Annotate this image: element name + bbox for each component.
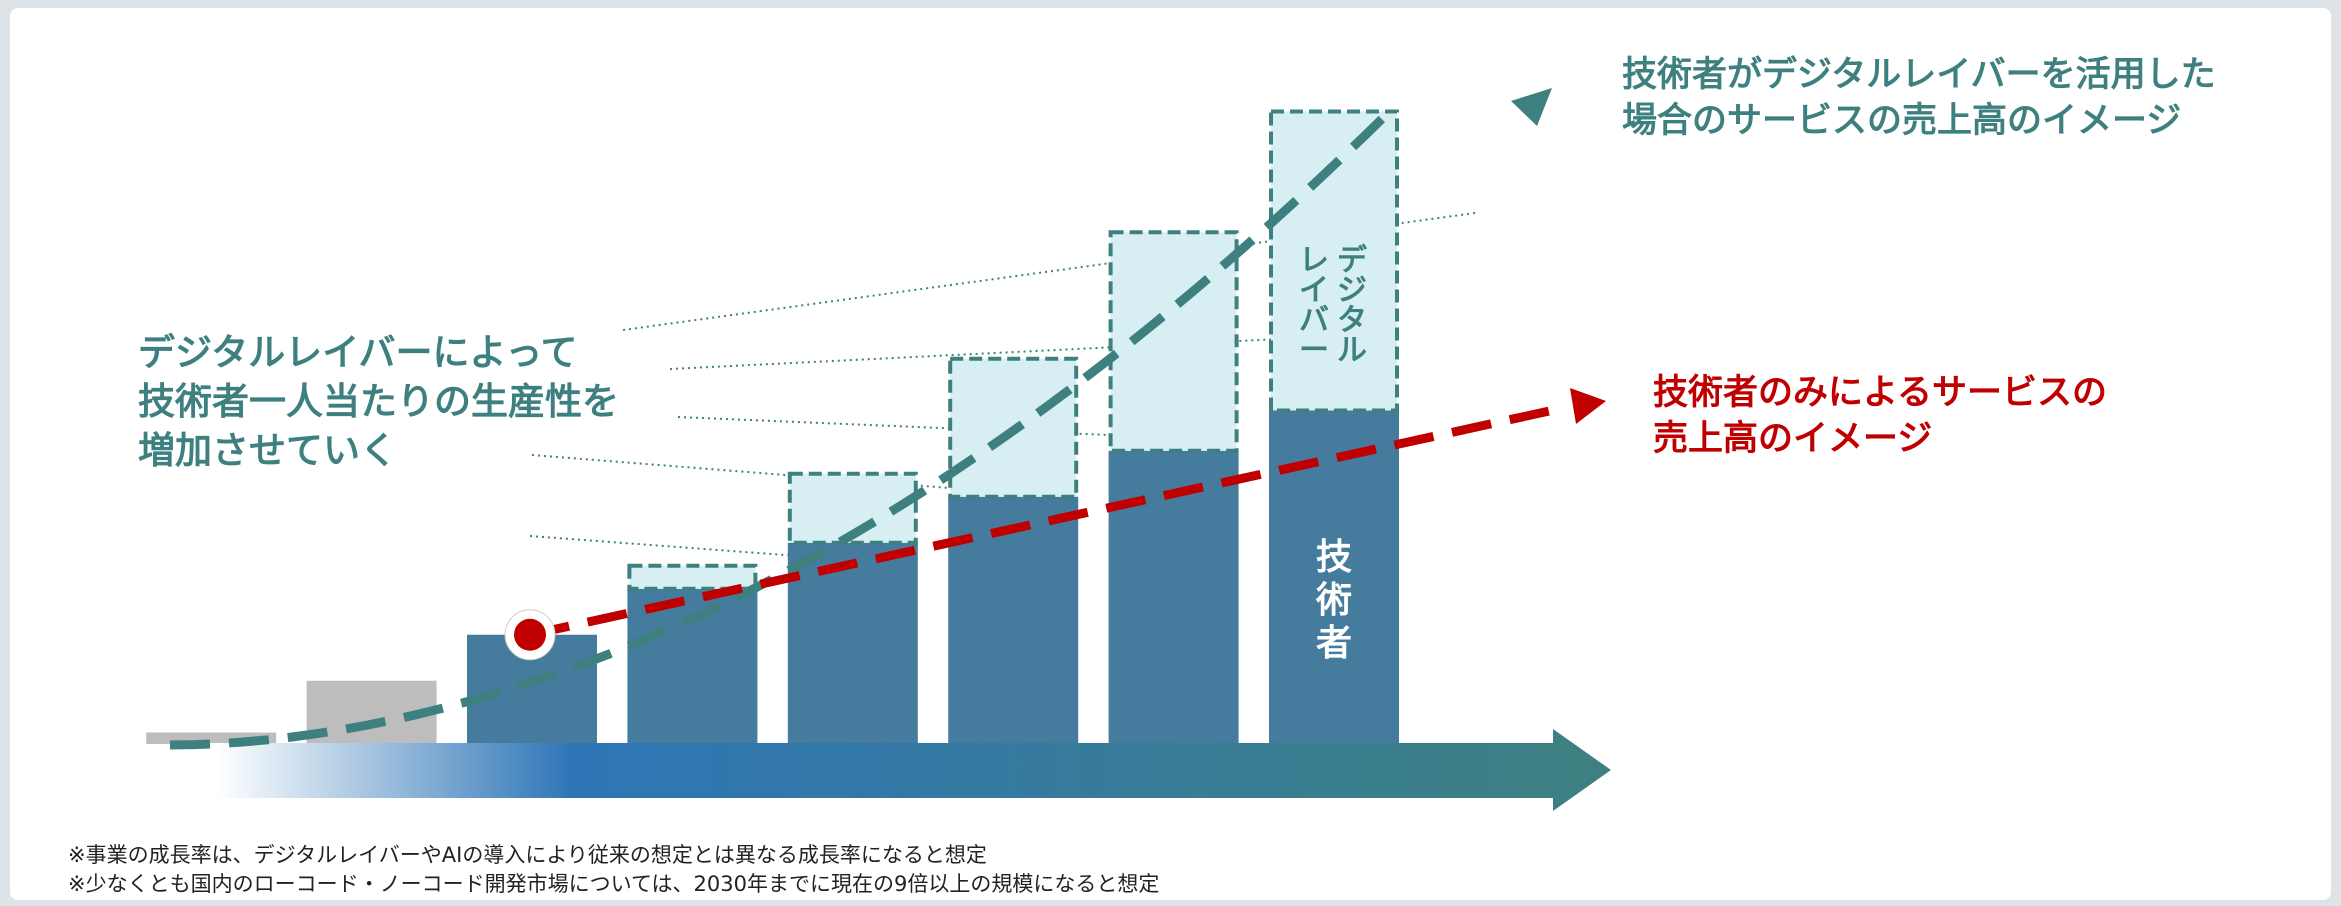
callout-line: 技術者がデジタルレイバーを活用した <box>1622 55 2216 95</box>
branch-point-marker <box>514 618 546 651</box>
leader-line <box>669 336 1321 370</box>
digital-labor-label-char: レ <box>1299 243 1329 278</box>
callout-engineer-only: 技術者のみによるサービスの 売上高のイメージ <box>1653 370 2107 462</box>
callout-line: 売上高のイメージ <box>1653 419 1933 460</box>
engineer-label-char: 術 <box>1315 580 1352 621</box>
footnotes: ※事業の成長率は、デジタルレイバーやAIの導入により従来の想定とは異なる成長率に… <box>68 841 1159 898</box>
engineer-bar <box>948 496 1079 744</box>
callout-line: 増加させていく <box>138 428 397 472</box>
engineer-label-char: 技 <box>1316 537 1352 578</box>
time-axis <box>188 729 1611 811</box>
past-bar <box>146 732 277 744</box>
digital-labor-bar <box>1108 230 1239 453</box>
leader-line <box>531 454 976 491</box>
leader-line <box>677 416 1159 438</box>
callout-digital-labor: 技術者がデジタルレイバーを活用した 場合のサービスの売上高のイメージ <box>1622 52 2216 144</box>
engineer-only-line-arrowhead <box>1570 388 1606 424</box>
digital-labor-curve <box>169 107 1394 750</box>
digital-labor-bar <box>1269 109 1399 413</box>
engineer-label-char: 者 <box>1316 623 1352 664</box>
digital-labor-label-char: イ <box>1299 273 1329 308</box>
digital-labor-label-char: デ <box>1337 243 1368 278</box>
digital-labor-label-char: ジ <box>1337 273 1367 308</box>
slide-card: デジタル レイバー技術者 技術者がデジタルレイバーを活用した 場合のサービスの売上… <box>10 8 2331 900</box>
callout-line: デジタルレイバーによって <box>138 331 578 374</box>
digital-labor-label-char: バ <box>1299 303 1329 338</box>
footnote-lowcode-market: ※少なくとも国内のローコード・ノーコード開発市場については、2030年までに現在… <box>68 871 1160 896</box>
callout-line: 場合のサービスの売上高のイメージ <box>1622 101 2182 142</box>
digital-labor-label-char: タ <box>1337 303 1367 338</box>
engineer-bar <box>787 542 918 744</box>
trend-lines <box>169 88 1606 750</box>
leader-lines <box>529 212 1476 559</box>
callout-productivity: デジタルレイバーによって 技術者一人当たりの生産性を 増加させていく <box>138 329 619 475</box>
callout-line: 技術者のみによるサービスの <box>1653 373 2107 413</box>
footnote-growth-rate: ※事業の成長率は、デジタルレイバーやAIの導入により従来の想定とは異なる成長率に… <box>68 843 987 867</box>
callout-line: 技術者一人当たりの生産性を <box>138 379 619 423</box>
digital-labor-label-char: ー <box>1299 333 1329 368</box>
digital-labor-label-char: ル <box>1337 333 1367 368</box>
leader-line <box>529 535 826 559</box>
time-axis-arrow <box>188 729 1611 811</box>
digital-labor-curve-arrowhead <box>1511 88 1552 126</box>
digital-labor-bar <box>627 563 758 591</box>
